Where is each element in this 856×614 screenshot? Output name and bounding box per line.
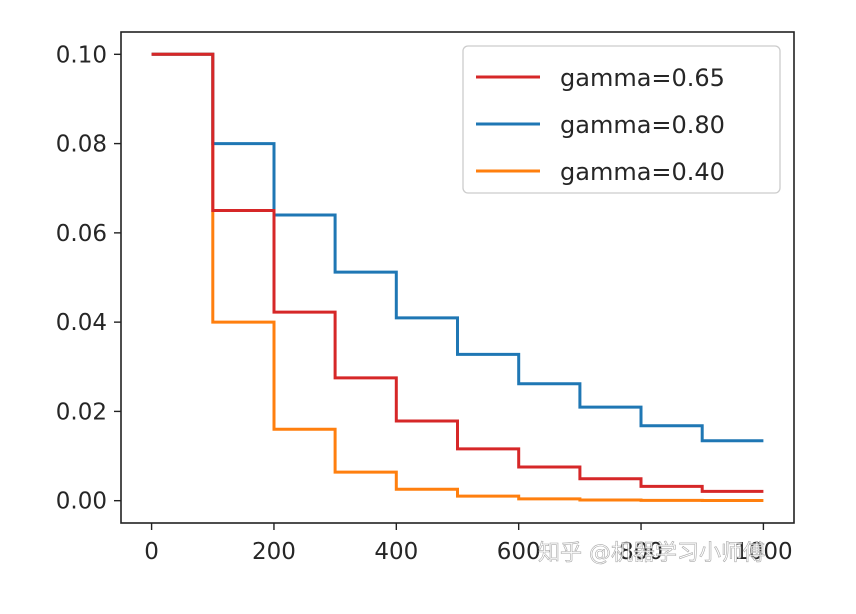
- series-line-gamma-0-80: [151, 52, 764, 443]
- y-tick-label: 0.04: [56, 310, 107, 336]
- watermark-text: 知乎 @机器学习小师傅: [538, 541, 765, 566]
- series-line-gamma-0-40: [151, 52, 764, 502]
- x-tick-label: 400: [374, 539, 418, 565]
- x-tick-label: 600: [497, 539, 541, 565]
- legend-label: gamma=0.80: [560, 111, 725, 139]
- series-line-gamma-0-65: [151, 52, 764, 493]
- x-tick-label: 1000: [734, 539, 793, 565]
- x-tick-label: 0: [144, 539, 159, 565]
- legend-frame: [462, 45, 781, 194]
- y-tick-label: 0.02: [56, 399, 107, 425]
- x-tick-label: 800: [619, 539, 663, 565]
- x-tick-label: 200: [252, 539, 296, 565]
- legend-label: gamma=0.65: [560, 64, 725, 92]
- y-tick-label: 0.00: [56, 489, 107, 515]
- series-layer: [151, 52, 764, 502]
- legend: gamma=0.65 gamma=0.80 gamma=0.40: [462, 45, 781, 194]
- legend-label: gamma=0.40: [560, 158, 725, 186]
- ticks-layer: 0 200 400 600 800 1000 0.00 0.02 0.04 0.06 0.08 0.1…: [56, 42, 793, 565]
- y-tick-label: 0.10: [56, 42, 107, 68]
- y-tick-label: 0.08: [56, 132, 107, 158]
- y-tick-label: 0.06: [56, 221, 107, 247]
